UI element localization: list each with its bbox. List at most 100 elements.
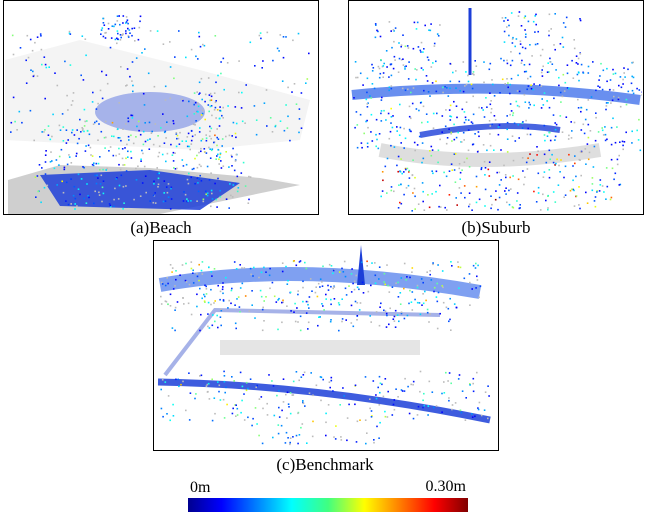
point [422, 200, 424, 203]
point [428, 321, 430, 323]
point [118, 147, 120, 150]
point [71, 100, 74, 102]
point [416, 286, 419, 289]
point [394, 27, 397, 29]
point [578, 79, 580, 82]
point [412, 159, 414, 161]
point [99, 89, 102, 92]
point [162, 415, 164, 418]
point [385, 50, 388, 52]
point [460, 411, 463, 414]
point [453, 123, 455, 126]
point [450, 133, 452, 135]
point [196, 293, 198, 296]
point [92, 91, 94, 94]
point [457, 266, 460, 268]
point [113, 198, 115, 201]
point [467, 74, 469, 77]
point [250, 273, 252, 276]
point [40, 35, 42, 37]
point [167, 395, 170, 397]
point [437, 149, 440, 152]
point [174, 285, 176, 287]
point [243, 419, 246, 421]
point [526, 168, 529, 170]
point [297, 442, 299, 445]
point [371, 70, 374, 72]
point [126, 19, 129, 21]
point [437, 161, 439, 164]
point [402, 64, 405, 66]
point [271, 380, 273, 382]
point [509, 83, 511, 86]
point [141, 149, 143, 152]
point [261, 329, 264, 332]
point [426, 56, 429, 59]
point [117, 128, 119, 130]
point [272, 436, 274, 439]
point [571, 130, 573, 132]
point [230, 194, 232, 197]
point [76, 129, 78, 131]
point [308, 296, 311, 298]
point [641, 94, 642, 96]
point [433, 286, 436, 289]
point [213, 302, 215, 304]
point [374, 274, 377, 277]
point [135, 167, 137, 170]
point [419, 313, 422, 316]
point [519, 40, 522, 43]
point [222, 398, 225, 401]
point [539, 209, 542, 211]
point [422, 190, 424, 193]
point [375, 145, 377, 148]
point [260, 37, 262, 40]
point [200, 114, 203, 116]
point [63, 168, 66, 171]
point [548, 34, 550, 37]
point [621, 140, 624, 143]
point [192, 269, 194, 272]
point [278, 389, 280, 392]
point [190, 200, 192, 202]
point [167, 303, 169, 305]
point [276, 47, 279, 50]
point [62, 126, 65, 128]
point [534, 15, 536, 17]
point [254, 65, 256, 67]
point [83, 108, 86, 111]
point [469, 281, 471, 284]
point [100, 130, 103, 133]
point [362, 292, 365, 294]
point [585, 191, 587, 194]
point [445, 109, 447, 111]
point [612, 89, 615, 91]
point [330, 376, 333, 379]
point [47, 134, 50, 136]
point [132, 90, 134, 93]
point [297, 293, 299, 296]
point [435, 90, 438, 93]
point [170, 186, 173, 189]
point [489, 133, 491, 135]
point [83, 166, 85, 169]
point [41, 167, 43, 169]
point [490, 195, 492, 197]
point [495, 190, 497, 192]
point [213, 92, 216, 94]
point [214, 101, 217, 104]
point [146, 139, 149, 141]
point [601, 88, 604, 91]
point [287, 115, 289, 118]
point [277, 424, 280, 426]
point [372, 67, 375, 69]
point [397, 207, 400, 209]
point [507, 86, 509, 89]
point [414, 298, 416, 301]
point [117, 198, 120, 200]
point [321, 281, 323, 283]
point [169, 208, 172, 210]
point [618, 184, 621, 186]
point [609, 88, 611, 91]
point [70, 178, 72, 180]
